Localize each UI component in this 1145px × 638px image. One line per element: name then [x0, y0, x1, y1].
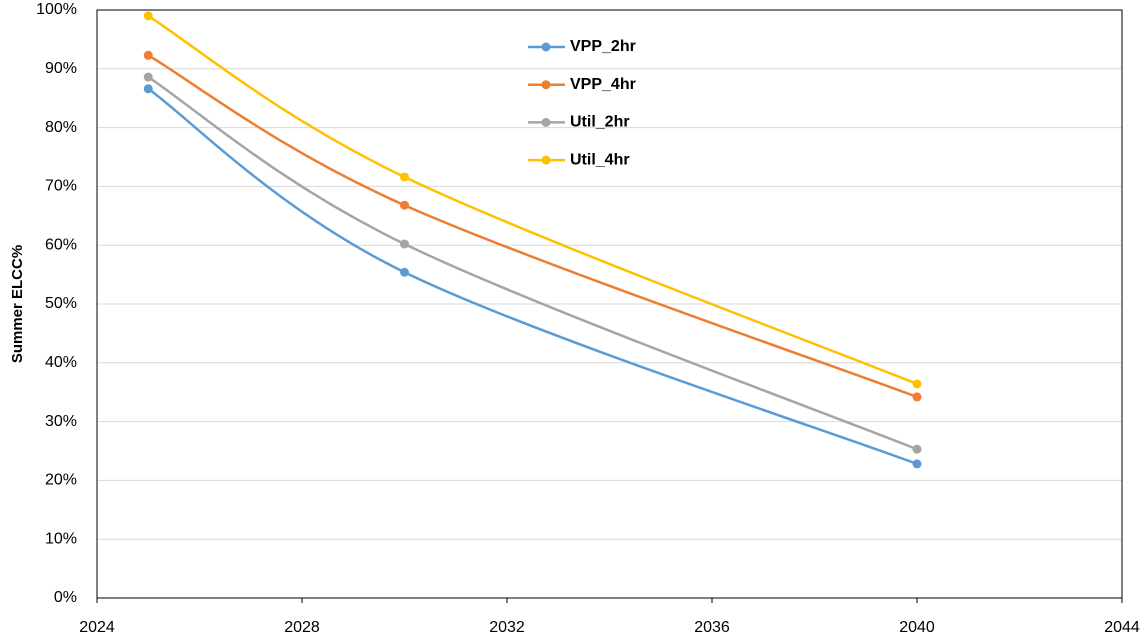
y-tick-label: 0%: [54, 589, 77, 606]
data-point: [400, 267, 409, 277]
legend-label: Util_2hr: [570, 114, 630, 131]
x-tick-label: 2028: [284, 619, 320, 636]
x-tick-label: 2044: [1104, 619, 1140, 636]
data-point: [143, 11, 153, 21]
y-tick-label: 10%: [45, 530, 77, 547]
y-tick-label: 60%: [45, 236, 77, 253]
data-point: [143, 72, 153, 82]
data-point: [143, 84, 153, 94]
y-tick-label: 20%: [45, 472, 77, 489]
data-point: [912, 444, 922, 454]
series-line: [147, 14, 918, 386]
legend-label: VPP_2hr: [570, 38, 636, 55]
data-point: [912, 459, 922, 469]
legend-marker: [541, 117, 551, 127]
y-tick-label: 40%: [45, 354, 77, 371]
legend-marker: [541, 80, 551, 90]
series-line: [147, 75, 918, 451]
x-tick-label: 2032: [489, 619, 525, 636]
legend-marker: [541, 155, 551, 165]
y-tick-label: 80%: [45, 119, 77, 136]
series-line: [147, 87, 918, 466]
data-point: [143, 50, 153, 60]
y-tick-label: 30%: [45, 413, 77, 430]
y-tick-label: 50%: [45, 295, 77, 312]
data-point: [400, 172, 409, 182]
data-point: [912, 379, 922, 389]
y-tick-label: 70%: [45, 178, 77, 195]
legend-label: VPP_4hr: [570, 76, 636, 93]
y-tick-label: 100%: [36, 1, 77, 18]
data-point: [400, 200, 409, 210]
plot-border: [96, 9, 1123, 599]
data-point: [400, 239, 409, 249]
x-tick-label: 2040: [899, 619, 935, 636]
legend-marker: [541, 42, 551, 52]
data-point: [912, 392, 922, 402]
legend-label: Util_4hr: [570, 151, 630, 168]
y-axis-label: Summer ELCC%: [9, 245, 26, 363]
y-tick-label: 90%: [45, 60, 77, 77]
x-tick-label: 2036: [694, 619, 730, 636]
x-tick-label: 2024: [79, 619, 115, 636]
series-line: [147, 54, 918, 399]
